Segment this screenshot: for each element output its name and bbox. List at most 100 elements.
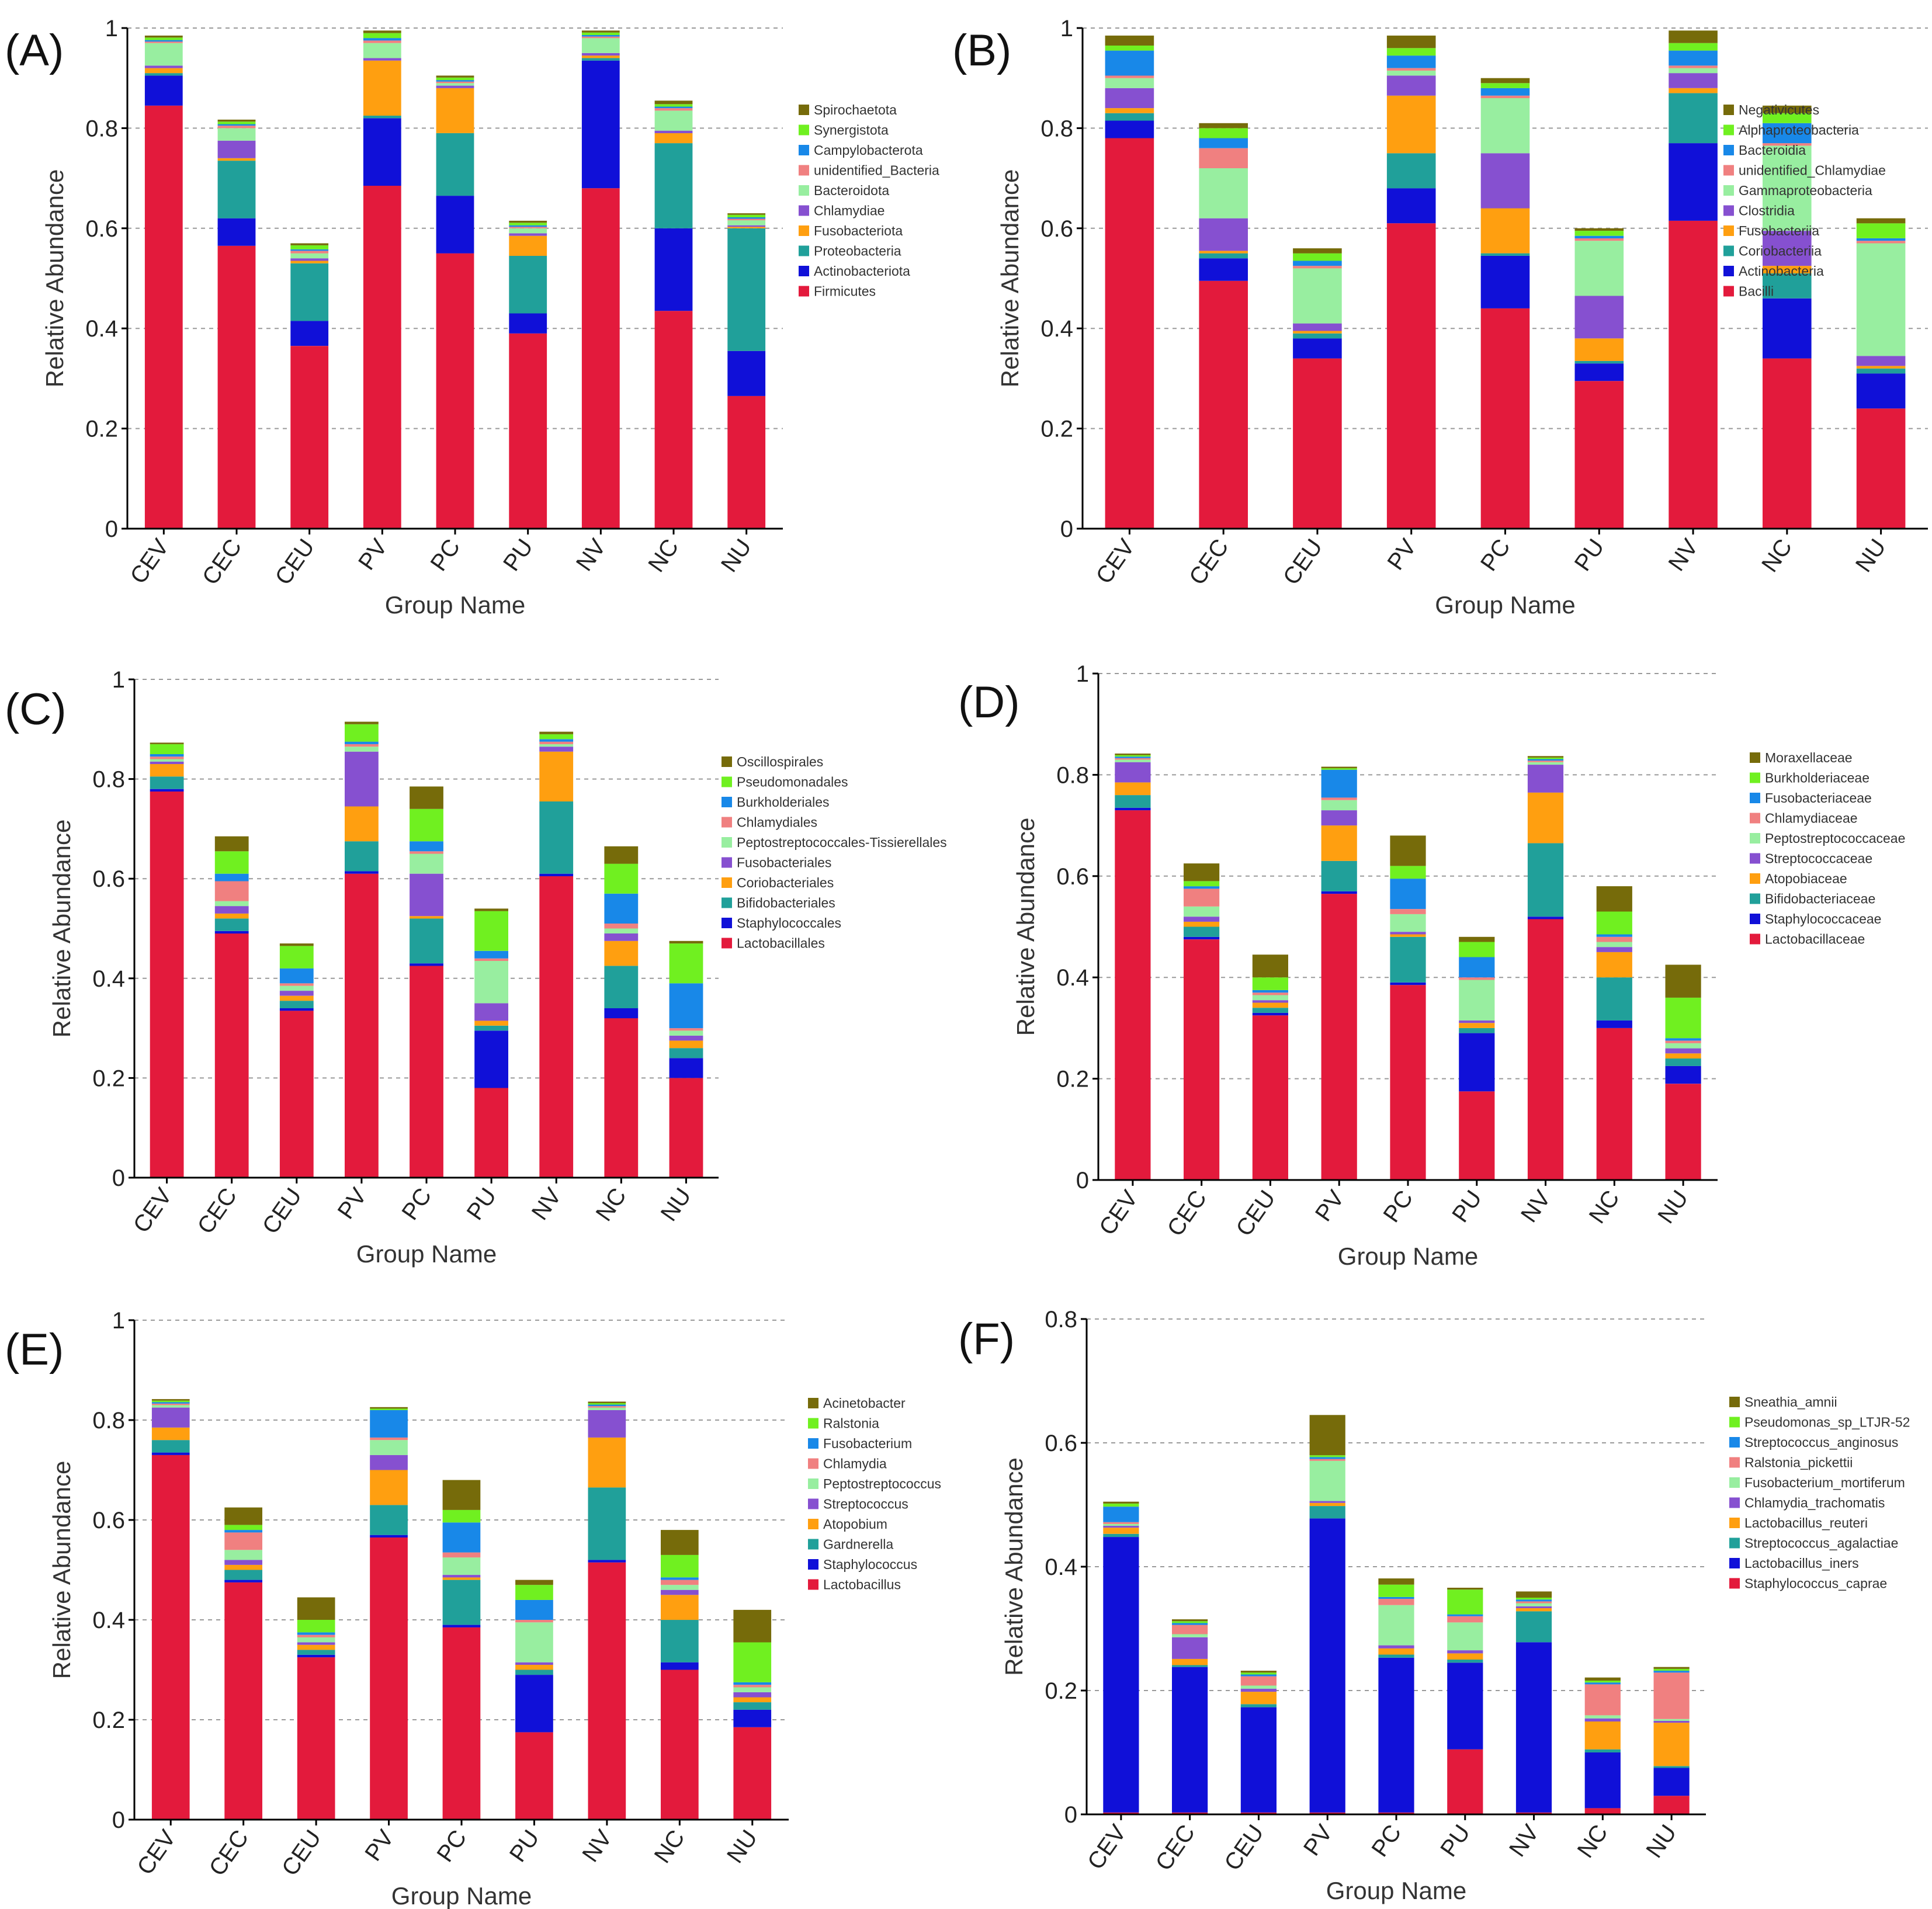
- bar-segment-cec-lactobacillaceae: [1184, 939, 1220, 1180]
- bar-segment-ceu-spirochaetota: [290, 243, 329, 245]
- bar-segment-cev-firmicutes: [144, 105, 183, 529]
- bar-segment-nv-lactobacillus-reuteri: [1515, 1608, 1552, 1612]
- bar-segment-nc-fusobacterium-mortiferum: [1584, 1715, 1621, 1719]
- bar-segment-pc-synergistota: [436, 77, 474, 81]
- bar-segment-pv-atopobium: [370, 1470, 408, 1505]
- x-tick-label: PC: [425, 534, 465, 576]
- bar-segment-cec-acinetobacter: [224, 1507, 262, 1525]
- y-tick-label: 0: [112, 1807, 125, 1833]
- legend-label: Streptococcus_anginosus: [1744, 1435, 1898, 1450]
- bar-segment-pu-sneathia-amnii: [1447, 1588, 1483, 1590]
- bar-segment-pv-pseudomonas-sp-ltjr-52: [1309, 1455, 1345, 1457]
- bar-segment-nu-actinobacteriota: [727, 350, 766, 396]
- bar-segment-nc-staphylococcales: [604, 1008, 639, 1019]
- bar-segment-pv-lactobacillus: [370, 1537, 408, 1820]
- bar-segment-nv-actinobacteria: [1669, 143, 1718, 221]
- legend-swatch: [1750, 893, 1760, 904]
- bar-segment-pv-fusobacteriales: [345, 751, 379, 807]
- x-tick-label: CEC: [1184, 534, 1233, 589]
- bar-segment-nc-firmicutes: [654, 311, 693, 529]
- bar-segment-pc-fusobacteriaceae: [1390, 879, 1426, 910]
- bar-segment-nu-chlamydiaceae: [1665, 1040, 1701, 1043]
- bar-segment-nc-oscillospirales: [604, 846, 639, 864]
- bar-segment-pv-oscillospirales: [345, 721, 379, 724]
- bar-segment-cev-lactobacillus-reuteri: [1103, 1528, 1139, 1534]
- bar-segment-ceu-streptococcus-anginosus: [1240, 1674, 1277, 1677]
- bar-segment-cev-bacilli: [1105, 138, 1154, 529]
- legend-label: Ralstonia_pickettii: [1744, 1455, 1853, 1470]
- bar-segment-nu-fusobacterium: [733, 1682, 772, 1685]
- bar-segment-pu-burkholderiales: [474, 950, 508, 959]
- y-tick-label: 0.6: [1045, 1431, 1077, 1456]
- bar-segment-cev-lactobacillus-iners: [1103, 1537, 1139, 1813]
- bar-segment-ceu-ralstonia: [297, 1620, 335, 1633]
- bar-segment-pc-burkholderiales: [410, 841, 443, 852]
- bar-segment-nc-peptostreptococcales-tissierellales: [604, 928, 639, 933]
- bar-segment-pu-lactobacillales: [474, 1088, 508, 1178]
- bar-segment-pu-fusobacterium-mortiferum: [1447, 1622, 1483, 1651]
- bar-segment-pc-bifidobacteriaceae: [1390, 936, 1426, 983]
- x-tick-label: NC: [591, 1183, 632, 1226]
- bar-segment-cev-peptostreptococcaceae: [1115, 759, 1151, 762]
- bar-segment-ceu-lactobacillus: [297, 1657, 335, 1820]
- bar-segment-pc-atopobiaceae: [1390, 934, 1426, 937]
- bar-segment-nc-bacteroidia: [1763, 123, 1812, 144]
- bar-segment-nv-coriobacteriales: [539, 751, 574, 801]
- bar-segment-ceu-lactobacillaceae: [1252, 1015, 1288, 1180]
- x-tick-label: NV: [1504, 1820, 1544, 1862]
- legend-swatch: [722, 938, 732, 949]
- x-tick-label: CEU: [1231, 1186, 1280, 1241]
- bar-segment-nc-synergistota: [654, 104, 693, 107]
- legend-label: Bacilli: [1739, 284, 1774, 299]
- bar-segment-pu-peptostreptococcaceae: [1459, 980, 1495, 1021]
- bar-segment-pv-fusobacteriaceae: [1321, 769, 1357, 798]
- legend-swatch: [722, 837, 732, 848]
- bar-segment-ceu-ralstonia-pickettii: [1240, 1676, 1277, 1686]
- bar-segment-cec-streptococcus: [224, 1560, 262, 1565]
- legend-label: Streptococcaceae: [1765, 851, 1872, 866]
- bar-segment-cev-bacteroidota: [144, 43, 183, 66]
- bar-segment-nc-burkholderiales: [604, 893, 639, 924]
- bar-segment-pv-chlamydiae: [363, 58, 401, 61]
- bar-segment-nv-bifidobacteriales: [539, 801, 574, 874]
- y-tick-label: 0.6: [85, 216, 118, 242]
- bar-segment-cev-bacteroidia: [1105, 50, 1154, 76]
- bar-segment-nv-staphylococcus-caprae: [1515, 1812, 1552, 1814]
- bar-segment-nv-lactobacillales: [539, 876, 574, 1178]
- bar-segment-pv-alphaproteobacteria: [1386, 48, 1436, 56]
- bar-segment-nu-fusobacteriia: [1856, 366, 1906, 369]
- bar-segment-nu-bifidobacteriaceae: [1665, 1058, 1701, 1066]
- bar-segment-cec-staphylococcales: [214, 931, 249, 934]
- bar-segment-cev-atopobium: [151, 1427, 190, 1441]
- x-tick-label: PC: [432, 1825, 471, 1867]
- bar-segment-nv-chlamydia: [588, 1406, 626, 1408]
- bar-segment-cec-fusobacteriota: [217, 158, 256, 161]
- bar-segment-cev-fusobacterium: [151, 1402, 190, 1404]
- bar-segment-pv-peptostreptococcaceae: [1321, 800, 1357, 811]
- legend-swatch: [799, 245, 809, 256]
- legend-swatch: [722, 756, 732, 767]
- legend-swatch: [1723, 245, 1734, 256]
- legend-label: Moraxellaceae: [1765, 750, 1853, 765]
- bar-segment-pv-bifidobacteriaceae: [1321, 860, 1357, 891]
- bar-segment-cev-staphylococcaceae: [1115, 807, 1151, 811]
- bar-segment-ceu-unidentified-bacteria: [290, 251, 329, 254]
- bar-segment-pc-staphylococcus: [442, 1625, 481, 1627]
- legend-swatch: [1729, 1578, 1740, 1589]
- bar-segment-nu-pseudomonadales: [669, 943, 703, 984]
- bar-segment-ceu-chlamydiaceae: [1252, 992, 1288, 995]
- legend-swatch: [722, 797, 732, 807]
- bar-segment-nv-chlamydiaceae: [1527, 761, 1564, 762]
- bar-segment-pv-lactobacillus-iners: [1309, 1518, 1345, 1813]
- bar-segment-pu-actinobacteria: [1574, 363, 1624, 381]
- bar-segment-ceu-atopobiaceae: [1252, 1002, 1288, 1008]
- x-tick-label: NU: [1653, 1186, 1693, 1228]
- bar-segment-nv-peptostreptococcus: [588, 1407, 626, 1410]
- legend-swatch: [1723, 266, 1734, 276]
- bar-segment-cec-atopobium: [224, 1564, 262, 1570]
- bar-segment-pu-unidentified-bacteria: [509, 227, 547, 228]
- bar-segment-nc-streptococcus: [661, 1589, 699, 1595]
- bar-segment-pc-fusobacterium-mortiferum: [1378, 1605, 1414, 1646]
- bar-segment-pu-bifidobacteriaceae: [1459, 1028, 1495, 1033]
- bar-segment-nv-fusobacteriaceae: [1527, 759, 1564, 761]
